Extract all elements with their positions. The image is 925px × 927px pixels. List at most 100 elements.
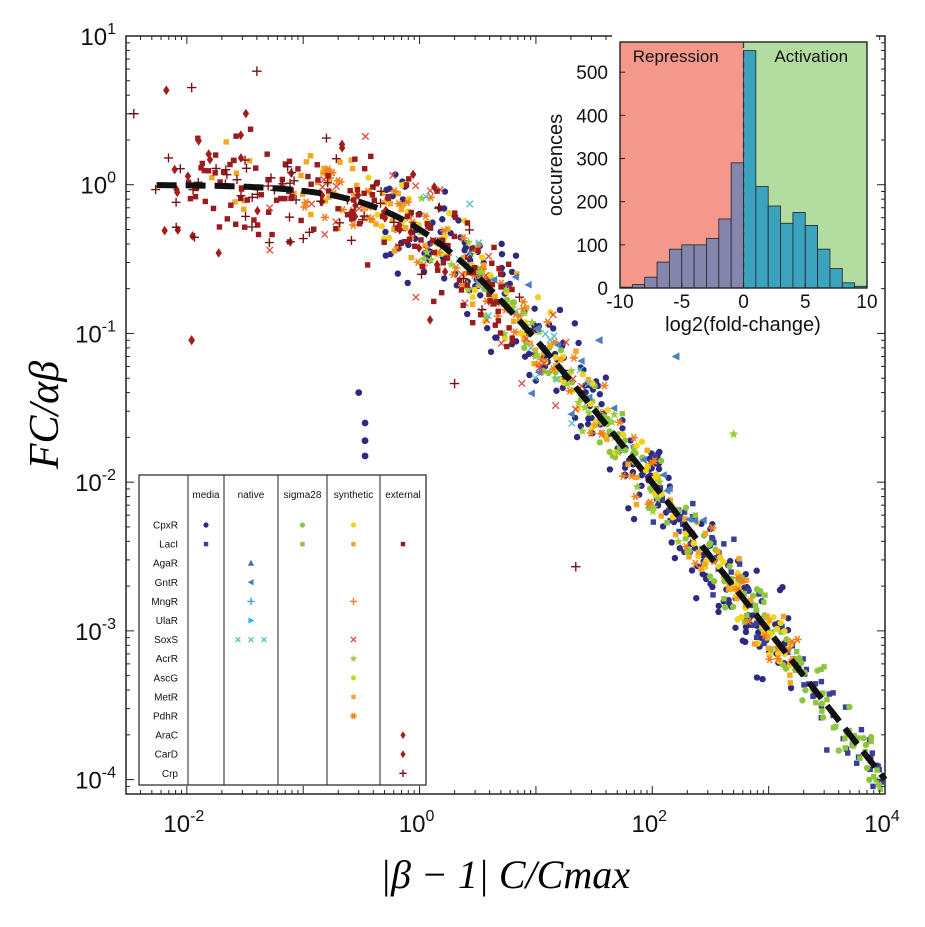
histogram-bar	[730, 162, 744, 289]
data-point	[222, 170, 232, 180]
data-point	[638, 471, 645, 479]
data-point	[192, 193, 199, 200]
data-point	[484, 252, 493, 260]
data-point	[736, 556, 742, 562]
data-point	[519, 297, 528, 306]
data-point	[527, 317, 537, 327]
data-point	[818, 700, 826, 707]
data-point	[283, 162, 293, 172]
data-point	[566, 366, 576, 375]
data-point	[820, 690, 826, 696]
data-point	[469, 246, 475, 252]
legend-marker	[349, 597, 358, 606]
data-point	[576, 366, 585, 374]
data-point	[532, 324, 541, 333]
data-point	[527, 344, 535, 352]
marker-legend: media native sigma28 synthetic external CpxR L…	[138, 474, 427, 786]
data-point	[598, 400, 605, 408]
data-point	[376, 198, 385, 208]
data-point	[376, 186, 386, 196]
data-point	[742, 628, 750, 636]
data-point	[691, 559, 700, 568]
legend-marker	[400, 731, 406, 739]
data-point	[811, 692, 818, 698]
data-point	[690, 516, 699, 525]
data-point	[531, 374, 539, 382]
data-point	[333, 225, 339, 232]
region-label: Repression	[633, 47, 719, 66]
data-point	[620, 431, 627, 439]
inset-y-axis-label: occurences	[545, 114, 567, 216]
data-point	[349, 165, 356, 172]
data-point	[419, 263, 426, 270]
data-point	[498, 250, 506, 258]
data-point	[352, 156, 358, 162]
data-point	[509, 335, 515, 341]
data-point	[585, 393, 593, 402]
data-point	[738, 577, 747, 586]
data-point	[216, 224, 223, 230]
data-point	[265, 176, 271, 183]
legend-row-label: AscG	[154, 673, 179, 684]
data-point	[773, 625, 781, 633]
histogram-bar	[681, 244, 695, 289]
data-point	[441, 188, 449, 195]
data-point	[354, 190, 362, 201]
data-point	[580, 402, 590, 412]
data-point	[584, 379, 592, 388]
data-point	[491, 244, 497, 251]
data-point	[394, 225, 401, 231]
legend-content: media native sigma28 synthetic external CpxR L…	[151, 475, 421, 785]
data-point	[596, 439, 604, 446]
data-point	[577, 426, 587, 435]
data-point	[348, 157, 354, 163]
data-point	[586, 429, 596, 437]
data-point	[387, 200, 394, 207]
data-point	[184, 171, 192, 181]
data-point	[739, 637, 746, 644]
outlier-point	[449, 378, 460, 389]
data-point	[793, 635, 802, 644]
data-point	[469, 319, 476, 326]
data-point	[577, 357, 585, 365]
data-point	[282, 161, 289, 167]
data-point	[285, 237, 295, 247]
data-point	[750, 622, 757, 628]
data-point	[489, 281, 496, 288]
data-point	[842, 735, 848, 741]
data-point	[289, 176, 299, 186]
data-point	[433, 259, 441, 270]
data-point	[215, 248, 222, 258]
data-point	[654, 477, 664, 486]
data-point	[850, 743, 856, 749]
legend-marker	[299, 522, 306, 528]
data-point	[524, 304, 530, 311]
data-point	[609, 409, 619, 419]
y-axis-label: FC/αβ	[22, 361, 68, 470]
data-point	[552, 354, 559, 361]
outlier-point	[571, 561, 581, 572]
data-point	[819, 714, 827, 721]
data-point	[531, 360, 537, 367]
data-point	[776, 586, 784, 594]
outlier-point	[252, 66, 262, 76]
data-point	[223, 139, 229, 145]
data-point	[799, 697, 806, 704]
data-point	[673, 531, 679, 538]
data-point	[715, 608, 722, 616]
data-point	[424, 221, 431, 227]
data-point	[619, 425, 626, 432]
data-point	[785, 615, 792, 622]
data-point	[762, 592, 768, 598]
inset-x-tick-label: -5	[673, 292, 690, 313]
data-point	[469, 293, 476, 301]
histogram-bar	[829, 268, 843, 289]
data-point	[676, 544, 684, 552]
data-point	[830, 725, 837, 731]
data-point	[498, 284, 504, 290]
data-point	[801, 682, 807, 688]
histogram-bar	[718, 218, 732, 289]
data-point	[395, 190, 401, 197]
data-point	[877, 786, 884, 793]
data-point	[592, 422, 598, 429]
